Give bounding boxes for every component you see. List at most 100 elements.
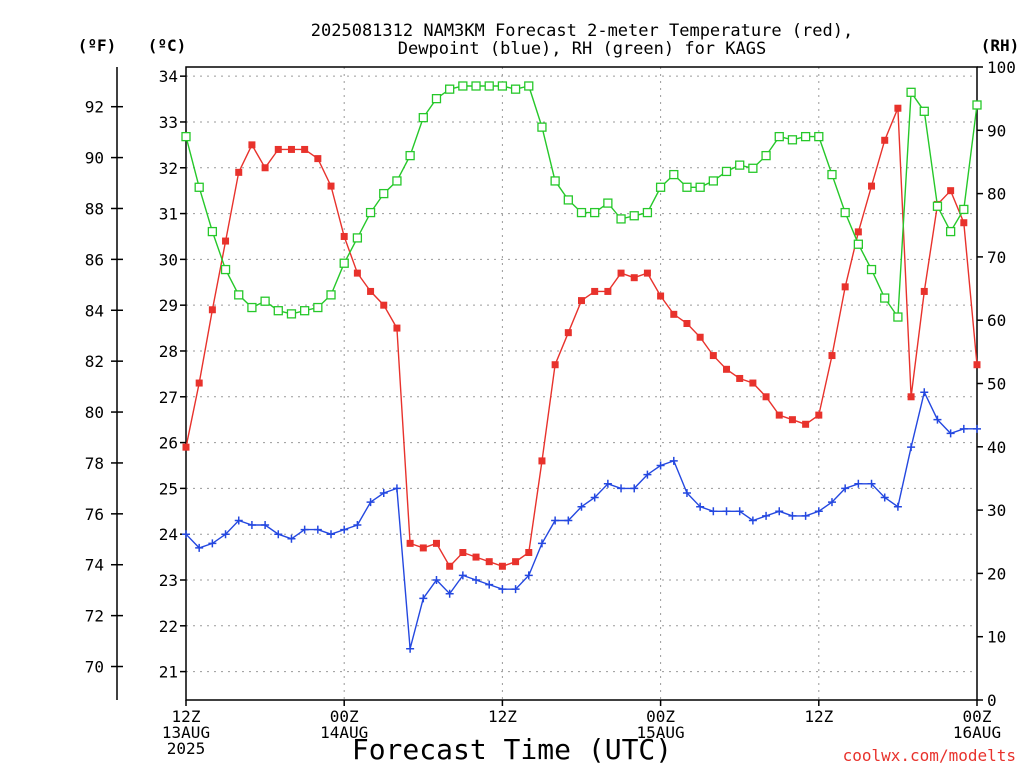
dewpoint-point	[814, 507, 823, 516]
rh-point	[352, 233, 363, 243]
x-tick-label: 16AUG	[953, 723, 1001, 742]
rh-point	[827, 169, 837, 180]
temperature-point	[643, 269, 651, 277]
rh-point	[299, 306, 310, 316]
fahrenheit-tick-label: 88	[85, 199, 104, 218]
temperature-point	[446, 562, 454, 570]
rh-point	[682, 182, 692, 192]
dewpoint-point	[973, 424, 981, 433]
rh-point	[880, 293, 890, 303]
rh-point	[339, 258, 349, 268]
rh-tick-label: 30	[987, 501, 1006, 520]
rh-point	[893, 312, 903, 322]
temperature-point	[512, 558, 520, 566]
temperature-point	[195, 379, 203, 387]
dewpoint-point	[762, 511, 771, 520]
celsius-tick-label: 21	[159, 663, 178, 682]
temperature-point	[419, 544, 427, 552]
rh-tick-label: 100	[987, 58, 1016, 77]
fahrenheit-tick-label: 84	[85, 301, 104, 320]
fahrenheit-tick-label: 72	[85, 607, 104, 626]
temperature-point	[894, 104, 902, 112]
temperature-point	[749, 379, 757, 387]
dewpoint-point	[867, 479, 876, 488]
dewpoint-point	[748, 516, 757, 525]
dewpoint-point	[485, 580, 494, 589]
temperature-point	[353, 269, 361, 277]
temperature-point	[525, 549, 533, 557]
rh-tick-label: 0	[987, 691, 997, 710]
temperature-point	[314, 155, 322, 163]
temperature-point	[340, 232, 348, 240]
temperature-point	[235, 168, 243, 176]
dewpoint-point	[234, 516, 243, 525]
dewpoint-point	[419, 594, 428, 603]
temperature-point	[881, 136, 889, 144]
dewpoint-point	[313, 525, 322, 534]
rh-point	[273, 306, 283, 316]
temperature-point	[657, 292, 665, 300]
dewpoint-point	[247, 521, 256, 530]
rh-point	[787, 135, 798, 145]
dewpoint-point	[775, 507, 784, 516]
rh-tick-label: 20	[987, 564, 1006, 583]
x-axis-label: Forecast Time (UTC)	[352, 733, 672, 766]
dewpoint-point	[841, 484, 850, 493]
rh-point	[194, 182, 204, 192]
dewpoint-point	[195, 543, 204, 552]
rh-point	[550, 176, 560, 186]
rh-point	[748, 163, 758, 173]
rh-point	[405, 150, 415, 161]
temperature-point	[683, 319, 691, 327]
rh-point	[471, 81, 481, 91]
rh-point	[959, 204, 969, 215]
rh-point	[181, 131, 191, 142]
dewpoint-point	[643, 470, 652, 479]
temperature-point	[393, 324, 401, 332]
temperature-point	[538, 457, 546, 465]
dewpoint-point	[735, 507, 744, 516]
temperature-point	[762, 393, 770, 401]
rh-point	[840, 207, 850, 218]
y-axis-rh-label: (RH)	[981, 36, 1020, 55]
temperature-point	[788, 416, 796, 424]
celsius-tick-label: 26	[159, 434, 178, 453]
rh-point	[866, 264, 877, 275]
x-tick-label: 12Z	[172, 707, 201, 726]
temperature-point	[960, 219, 968, 227]
temperature-point	[261, 164, 269, 172]
y-axis-fahrenheit-label: (ºF)	[78, 36, 117, 55]
dewpoint-point	[353, 521, 362, 530]
temperature-point	[630, 274, 638, 282]
dewpoint-point	[590, 493, 599, 502]
temperature-point	[459, 549, 467, 557]
rh-point	[906, 87, 916, 97]
rh-point	[563, 195, 573, 205]
x-tick-label: 00Z	[963, 707, 992, 726]
temperature-point	[327, 182, 335, 190]
dewpoint-point	[287, 534, 296, 543]
dewpoint-point	[340, 525, 349, 534]
rh-point	[247, 302, 257, 313]
rh-point	[484, 81, 494, 91]
temperature-point	[287, 145, 295, 153]
temperature-point	[564, 329, 572, 337]
temperature-point	[947, 187, 955, 195]
dewpoint-point	[221, 530, 230, 539]
rh-point	[972, 100, 982, 110]
temperature-point	[182, 443, 190, 451]
temperature-line	[185, 107, 978, 568]
rh-point	[853, 239, 863, 249]
celsius-tick-label: 27	[159, 388, 178, 407]
chart-title-line-1: 2025081312 NAM3KM Forecast 2-meter Tempe…	[311, 21, 853, 41]
fahrenheit-tick-label: 76	[85, 505, 104, 524]
rh-point	[655, 182, 666, 192]
temperature-point	[472, 553, 480, 561]
dewpoint-point	[854, 479, 863, 488]
dewpoint-point	[261, 521, 270, 530]
dewpoint-point	[458, 571, 467, 580]
celsius-tick-label: 25	[159, 479, 178, 498]
rh-point	[497, 81, 508, 91]
rh-point	[603, 198, 613, 208]
dewpoint-point	[577, 502, 586, 511]
